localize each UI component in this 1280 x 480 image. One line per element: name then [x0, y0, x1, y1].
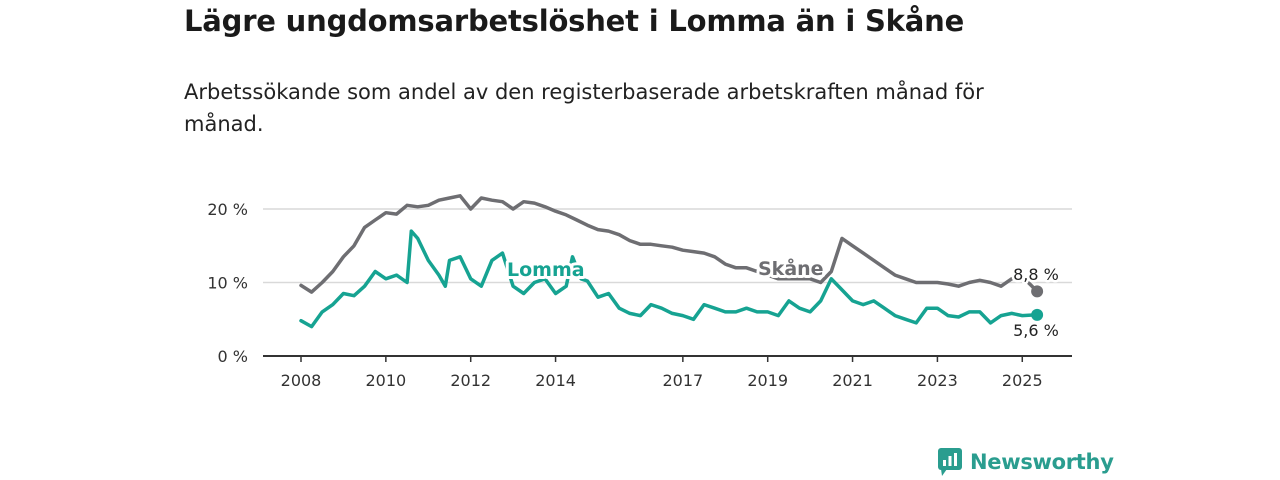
x-tick-label: 2017 [662, 371, 703, 390]
end-label-lomma-halo: 5,6 % [1013, 321, 1059, 340]
series-label-lomma-halo: Lomma [507, 259, 585, 281]
series-label-skane-halo: Skåne [758, 256, 824, 280]
x-tick-label: 2023 [917, 371, 958, 390]
newsworthy-brand: Newsworthy [938, 448, 1114, 476]
x-tick-label: 2012 [450, 371, 491, 390]
series-endpoint-lomma [1031, 308, 1044, 321]
series-endpoint-skåne [1031, 285, 1044, 298]
y-tick-label: 0 % [218, 347, 248, 366]
y-tick-label: 10 % [207, 274, 248, 293]
chart-subtitle: Arbetssökande som andel av den registerb… [184, 80, 984, 136]
x-tick-label: 2014 [535, 371, 576, 390]
x-tick-label: 2025 [1002, 371, 1043, 390]
brand-name: Newsworthy [970, 450, 1114, 474]
end-label-skane: 8,8 % [1013, 265, 1059, 284]
x-tick-label: 2019 [747, 371, 788, 390]
x-tick-label: 2008 [281, 371, 322, 390]
y-tick-label: 20 % [207, 200, 248, 219]
series-label-lomma: Lomma [507, 259, 585, 281]
end-label-skane-halo: 8,8 % [1013, 265, 1059, 284]
series-line-skåne [299, 194, 1039, 294]
x-tick-label: 2010 [365, 371, 406, 390]
series-line-lomma [299, 229, 1039, 329]
end-label-lomma: 5,6 % [1013, 321, 1059, 340]
chart-title: Lägre ungdomsarbetslöshet i Lomma än i S… [184, 4, 965, 38]
newsworthy-logo-icon [938, 448, 962, 476]
x-tick-label: 2021 [832, 371, 873, 390]
series-label-skane: Skåne [758, 256, 824, 280]
